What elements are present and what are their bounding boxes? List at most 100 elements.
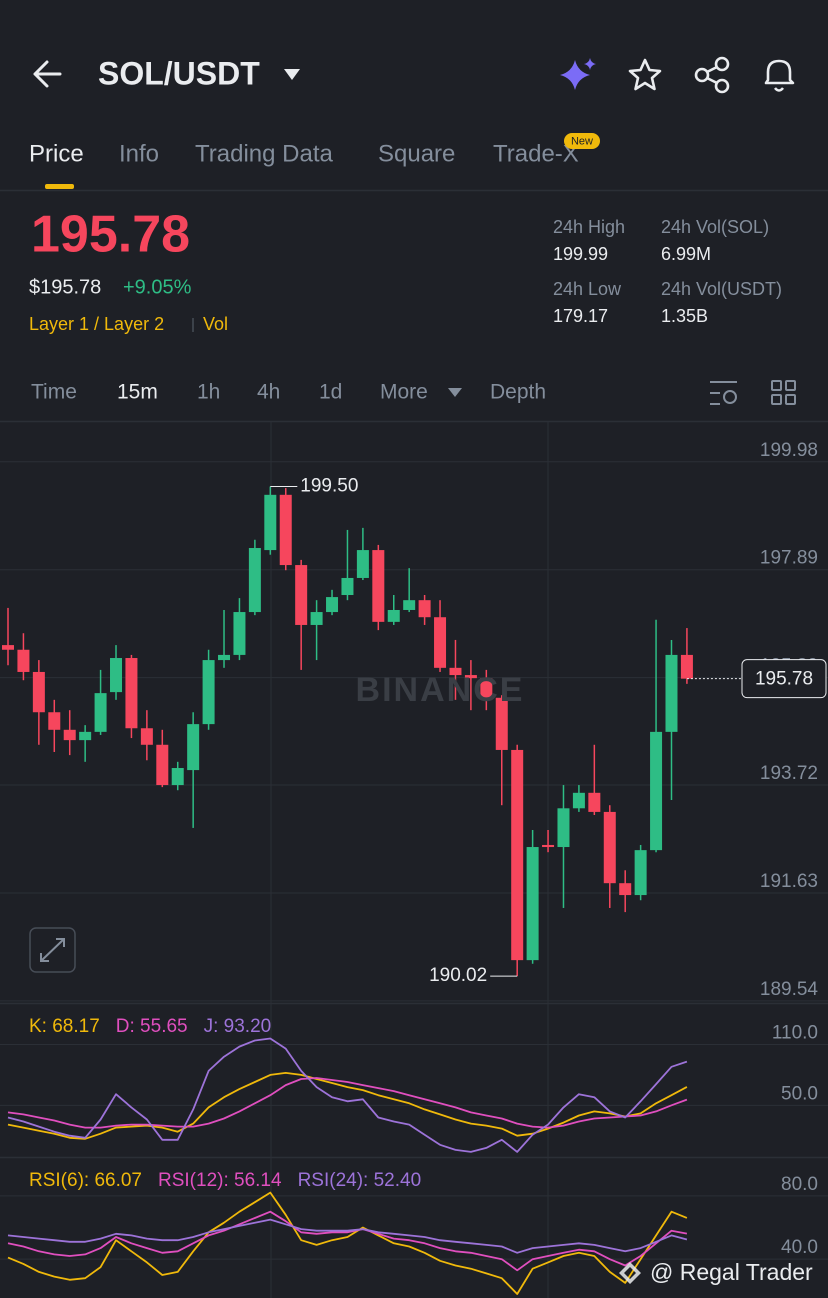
y-tick-label: 199.98	[760, 440, 818, 461]
candles	[2, 486, 693, 977]
candle-body	[279, 494, 292, 566]
interval[interactable]: 4h	[257, 381, 280, 404]
indicator-lines	[7, 1191, 688, 1295]
candle-body	[372, 550, 385, 622]
back-button[interactable]	[33, 60, 62, 88]
annotation-label: 199.50	[300, 476, 358, 497]
legend-entry: D: 55.65	[116, 1016, 188, 1037]
candle-body	[557, 808, 570, 848]
candle-body	[650, 731, 663, 851]
candle-body	[233, 612, 246, 655]
layout-button[interactable]	[771, 380, 796, 405]
candle-body	[356, 550, 369, 578]
share-button[interactable]	[694, 56, 730, 94]
interval[interactable]: 1d	[319, 381, 342, 404]
more-dropdown[interactable]	[448, 388, 462, 397]
candle-body	[480, 678, 493, 698]
watermark-logo: BINANCE	[356, 671, 525, 709]
candle-body	[511, 749, 524, 961]
candle-body	[218, 654, 231, 661]
candle-body	[63, 729, 76, 741]
candle-body	[403, 600, 416, 610]
watermark-icon	[619, 1262, 641, 1284]
interval[interactable]: Time	[31, 381, 77, 404]
candle-body	[248, 548, 261, 613]
price-change: +9.05%	[123, 276, 192, 298]
candle-body	[79, 731, 92, 741]
legend-entry: RSI(12): 56.14	[158, 1170, 282, 1191]
candle-body	[341, 577, 354, 596]
interval[interactable]: 15m	[117, 381, 158, 404]
tab[interactable]: Price	[29, 140, 84, 167]
tab-indicator	[45, 184, 74, 189]
y-tick-label: 110.0	[772, 1023, 818, 1044]
stat-value: 179.17	[553, 306, 608, 326]
ai-button[interactable]	[560, 58, 596, 90]
candle-body	[603, 811, 616, 884]
favorite-button[interactable]	[628, 58, 662, 91]
candle-body	[634, 850, 647, 896]
y-tick-label: 191.63	[760, 871, 818, 892]
interval[interactable]: Depth	[490, 381, 546, 404]
candle-body	[202, 660, 215, 725]
candle-body	[680, 654, 693, 679]
candle-body	[542, 844, 555, 848]
tab[interactable]: Trading Data	[195, 140, 334, 167]
last-price-label: 195.78	[755, 669, 813, 690]
bell-icon	[764, 59, 795, 85]
tag[interactable]: Vol	[203, 314, 228, 334]
y-tick-label: 50.0	[781, 1083, 818, 1104]
candle-body	[387, 609, 400, 622]
expand-button[interactable]	[29, 927, 76, 973]
ai-icon-spark	[584, 58, 596, 70]
indicator-line	[7, 1210, 688, 1272]
settings-icon	[723, 390, 737, 404]
layout-icon	[785, 394, 796, 405]
interval[interactable]: 1h	[197, 381, 220, 404]
candle-body	[418, 600, 431, 618]
candle-body	[619, 883, 632, 896]
indicator-lines	[7, 1037, 688, 1153]
layout-icon	[771, 380, 782, 391]
back-icon	[33, 60, 62, 88]
candle-body	[125, 658, 138, 729]
indicator-line	[7, 1218, 688, 1254]
tab[interactable]: Trade-X	[493, 140, 579, 167]
indicator-line	[7, 1191, 688, 1295]
candle-body	[140, 728, 153, 745]
candle-body	[48, 712, 61, 730]
candle-body	[156, 744, 169, 786]
candle-body	[495, 697, 508, 750]
candle-body	[171, 768, 184, 786]
alert-button[interactable]	[764, 59, 795, 92]
share-icon	[714, 56, 730, 72]
settings-icon	[710, 381, 737, 405]
tab[interactable]: Square	[378, 140, 455, 167]
interval[interactable]: More	[380, 381, 428, 404]
legend-entry: K: 68.17	[29, 1016, 100, 1037]
stat-value: 6.99M	[661, 244, 711, 264]
stat-value: 199.99	[553, 244, 608, 264]
candle-body	[310, 612, 323, 625]
y-tick-label: 80.0	[781, 1174, 818, 1195]
new-badge-text: New	[571, 135, 593, 147]
candle-body	[32, 671, 45, 713]
layout-icon	[771, 394, 782, 405]
indicator-settings[interactable]	[710, 381, 737, 405]
tab[interactable]: Info	[119, 140, 159, 167]
indicator-line	[7, 1037, 688, 1153]
candle-body	[588, 792, 601, 812]
candle-body	[326, 597, 339, 613]
indicator-line	[7, 1077, 688, 1129]
indicator-line	[7, 1072, 688, 1140]
tag[interactable]: Layer 1 / Layer 2	[29, 314, 164, 334]
pair-dropdown[interactable]	[284, 69, 300, 80]
legend-entry: RSI(24): 52.40	[298, 1170, 422, 1191]
candle-body	[94, 693, 107, 732]
price-usd: $195.78	[29, 276, 101, 298]
pair-title[interactable]: SOL/USDT	[98, 55, 260, 91]
expand-icon	[40, 938, 65, 962]
y-tick-label: 40.0	[781, 1237, 818, 1258]
share-icon	[694, 67, 710, 83]
